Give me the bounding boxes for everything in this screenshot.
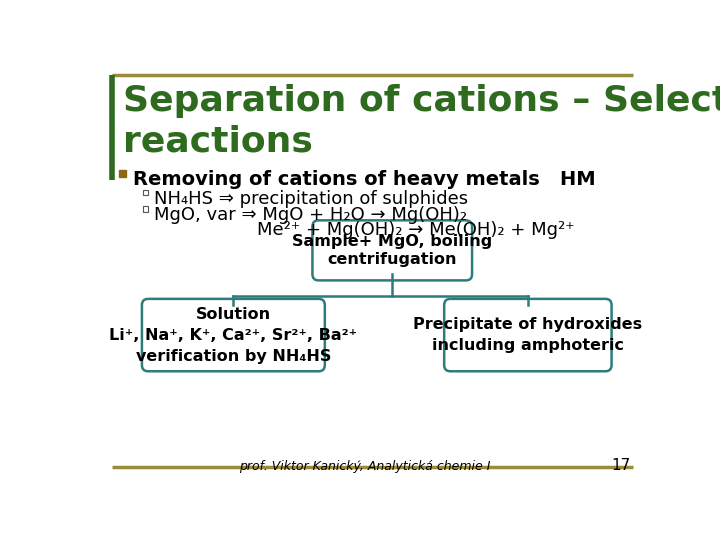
Text: Precipitate of hydroxides
including amphoteric: Precipitate of hydroxides including amph… (413, 317, 642, 353)
Text: Separation of cations – Selective
reactions: Separation of cations – Selective reacti… (122, 84, 720, 159)
Text: MgO, var ⇒ MgO + H₂O → Mg(OH)₂: MgO, var ⇒ MgO + H₂O → Mg(OH)₂ (153, 206, 467, 225)
Text: Me²⁺ + Mg(OH)₂ → Me(OH)₂ + Mg²⁺: Me²⁺ + Mg(OH)₂ → Me(OH)₂ + Mg²⁺ (256, 221, 575, 239)
Text: prof. Viktor Kanický, Analytická chemie I: prof. Viktor Kanický, Analytická chemie … (239, 460, 491, 473)
Text: Solution
Li⁺, Na⁺, K⁺, Ca²⁺, Sr²⁺, Ba²⁺
verification by NH₄HS: Solution Li⁺, Na⁺, K⁺, Ca²⁺, Sr²⁺, Ba²⁺ … (109, 307, 357, 363)
Text: 17: 17 (612, 458, 631, 473)
Bar (143, 190, 148, 195)
Text: Removing of cations of heavy metals   HM: Removing of cations of heavy metals HM (132, 170, 595, 190)
FancyBboxPatch shape (312, 220, 472, 280)
Bar (143, 206, 148, 212)
FancyBboxPatch shape (444, 299, 611, 372)
Text: Sample+ MgO, boiling
centrifugation: Sample+ MgO, boiling centrifugation (292, 234, 492, 267)
Text: NH₄HS ⇒ precipitation of sulphides: NH₄HS ⇒ precipitation of sulphides (153, 190, 468, 207)
Bar (120, 170, 127, 177)
FancyBboxPatch shape (142, 299, 325, 372)
